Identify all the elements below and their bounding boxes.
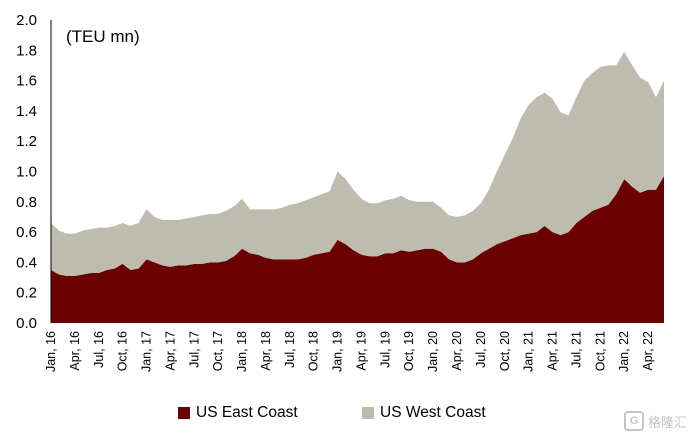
legend-label-east: US East Coast [196, 404, 298, 421]
x-tick-label: Jul, 17 [187, 331, 201, 368]
series-area-1 [51, 51, 664, 276]
x-tick-label: Jul, 21 [569, 331, 583, 368]
x-tick-label: Oct, 18 [307, 331, 321, 371]
series-layer [51, 51, 664, 323]
x-tick-label: Apr, 21 [546, 331, 560, 371]
unit-label: (TEU mn) [66, 27, 140, 46]
x-tick-label: Jul, 18 [283, 331, 297, 368]
legend-swatch-west [362, 407, 374, 419]
legend-label-west: US West Coast [380, 404, 486, 421]
watermark-icon: G [623, 411, 644, 431]
x-tick-label: Jul, 19 [378, 331, 392, 368]
legend-item-west: US West Coast [362, 404, 486, 422]
watermark-logo: G 格隆汇 [623, 411, 687, 431]
y-tick-label: 1.2 [16, 133, 37, 150]
x-tick-label: Jan, 19 [331, 331, 345, 372]
x-tick-label: Apr, 22 [641, 331, 655, 371]
x-tick-label: Oct, 16 [116, 331, 130, 371]
y-tick-label: 0.4 [16, 254, 37, 271]
x-tick-label: Apr, 17 [163, 331, 177, 371]
x-tick-label: Jan, 20 [426, 331, 440, 372]
y-tick-label: 0.2 [16, 285, 37, 302]
x-tick-label: Apr, 18 [259, 331, 273, 371]
series-area-0 [51, 176, 664, 323]
x-tick-label: Oct, 20 [498, 331, 512, 371]
x-tick-label: Jan, 18 [235, 331, 249, 372]
x-tick-label: Apr, 16 [68, 331, 82, 371]
x-tick-label: Jan, 21 [522, 331, 536, 372]
watermark-text: 格隆汇 [647, 414, 687, 430]
y-tick-label: 2.0 [16, 12, 37, 29]
x-tick-label: Jul, 16 [92, 331, 106, 368]
x-tick-label: Oct, 21 [593, 331, 607, 371]
y-axis-ticks: 0.0 0.2 0.4 0.6 0.8 1.0 1.2 1.4 1.6 1.8 2.0 [16, 12, 37, 332]
legend-swatch-east [178, 407, 190, 419]
x-axis-ticks: Jan, 16 Apr, 16 Jul, 16 Oct, 16 Jan, 17 Apr, … [44, 331, 655, 372]
y-tick-label: 1.0 [16, 164, 37, 181]
x-tick-label: Oct, 19 [402, 331, 416, 371]
legend: US East Coast US West Coast [0, 404, 693, 428]
x-tick-label: Jan, 17 [140, 331, 154, 372]
stacked-area-chart: 0.0 0.2 0.4 0.6 0.8 1.0 1.2 1.4 1.6 1.8 2.0 Jan, 1… [16, 12, 664, 372]
x-tick-label: Oct, 17 [211, 331, 225, 371]
x-tick-label: Apr, 19 [355, 331, 369, 371]
x-tick-label: Apr, 20 [450, 331, 464, 371]
legend-item-east: US East Coast [178, 404, 298, 422]
y-tick-label: 0.8 [16, 194, 37, 211]
y-tick-label: 0.6 [16, 224, 37, 241]
y-tick-label: 1.8 [16, 42, 37, 59]
y-tick-label: 1.6 [16, 73, 37, 90]
x-tick-label: Jul, 20 [474, 331, 488, 368]
y-tick-label: 1.4 [16, 103, 37, 120]
x-tick-label: Jan, 16 [44, 331, 58, 372]
y-tick-label: 0.0 [16, 315, 37, 332]
x-tick-label: Jan, 22 [617, 331, 631, 372]
